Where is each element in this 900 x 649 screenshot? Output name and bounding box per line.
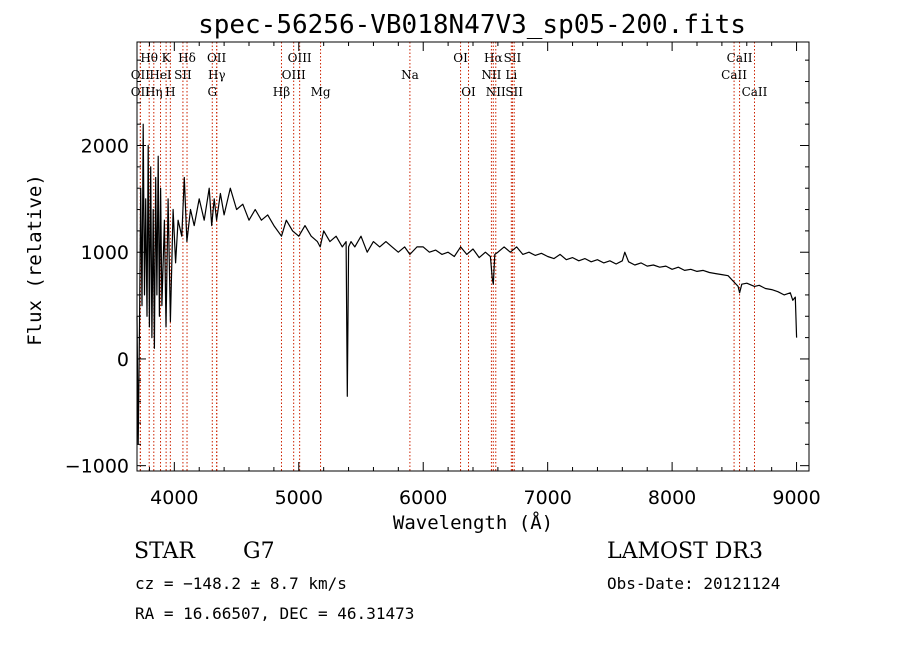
marker-label-25: NII [486,85,506,99]
marker-label-5: OI [453,51,468,65]
survey-label: LAMOST DR3 [607,539,763,564]
y-tick-label-3: 2000 [81,136,129,158]
object-type: STAR [134,539,196,564]
chart-title: spec-56256-VB018N47V3_sp05-200.fits [198,10,746,40]
y-tick-label-0: −1000 [65,456,129,478]
marker-label-24: OI [461,85,476,99]
marker-label-14: Na [401,68,419,82]
redshift-text: cz = −148.2 ± 8.7 km/s [135,574,347,593]
marker-label-7: SII [504,51,522,65]
y-tick-label-1: 0 [117,349,129,371]
marker-label-21: G [207,85,217,99]
y-axis: −1000 0 1000 2000 [65,59,809,478]
flux-line [136,123,798,445]
marker-label-15: NII [481,68,501,82]
marker-label-19: Hη [145,85,163,99]
coordinates: RA = 16.66507, DEC = 46.31473 [135,604,414,623]
marker-label-12: Hγ [208,68,226,82]
x-tick-label-3: 7000 [523,487,571,509]
marker-label-18: OII [131,85,151,99]
marker-label-23: Mg [311,85,331,99]
marker-label-0: Hθ [140,51,158,65]
marker-label-10: HeI [149,68,172,82]
plot-frame [136,41,810,472]
x-tick-label-5: 9000 [772,487,820,509]
marker-label-13: OIII [282,68,306,82]
marker-label-16: Li [505,68,517,82]
x-axis: 4000 5000 6000 7000 8000 9000 [148,42,821,509]
marker-label-6: Hα [484,51,503,65]
x-tick-label-4: 8000 [648,487,696,509]
marker-label-27: CaII [742,85,768,99]
series-flux [136,123,798,445]
marker-label-8: CaII [727,51,753,65]
marker-label-11: SII [174,68,192,82]
x-tick-label-2: 6000 [399,487,447,509]
marker-label-26: SII [505,85,523,99]
x-axis-label: Wavelength (Å) [393,511,553,534]
obs-date: Obs-Date: 20121124 [607,574,780,593]
marker-label-1: K [162,51,172,65]
x-tick-label-1: 5000 [275,487,323,509]
subclass: G7 [243,539,275,564]
y-tick-label-2: 1000 [81,242,129,264]
marker-label-17: CaII [721,68,747,82]
marker-label-4: OIII [288,51,312,65]
marker-label-22: Hβ [273,85,290,99]
marker-label-3: OII [207,51,227,65]
x-tick-label-0: 4000 [150,487,198,509]
marker-label-2: Hδ [178,51,196,65]
marker-label-20: H [165,85,175,99]
y-axis-label: Flux (relative) [24,174,46,346]
